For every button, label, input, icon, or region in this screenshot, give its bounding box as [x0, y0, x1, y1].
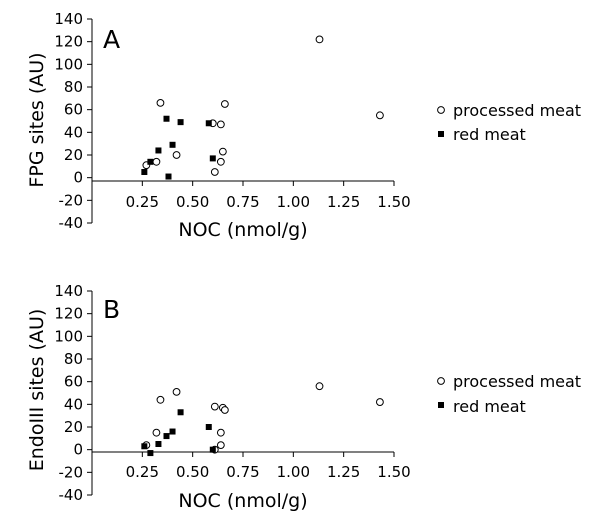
legend: processed meat red meat [438, 372, 581, 416]
x-tick-label: 1.25 [327, 193, 360, 211]
data-point-processed-meat [316, 383, 323, 390]
x-tick-label: 0.75 [226, 463, 259, 481]
y-tick-label: 60 [64, 373, 83, 391]
data-point-red-meat [206, 424, 212, 430]
x-tick-label: 1.50 [377, 463, 410, 481]
x-tick-label: 1.00 [277, 193, 310, 211]
y-tick-label: 40 [64, 123, 83, 141]
y-tick-label: 140 [54, 10, 83, 28]
x-tick-label: 0.25 [126, 463, 159, 481]
y-tick-label: 60 [64, 101, 83, 119]
data-point-processed-meat [221, 407, 228, 414]
data-point-processed-meat [217, 158, 224, 165]
legend-marker-red-meat [438, 131, 444, 137]
data-point-processed-meat [153, 158, 160, 165]
panel-label: A [103, 25, 120, 54]
x-tick-label: 0.25 [126, 193, 159, 211]
y-tick-label: 100 [54, 327, 83, 345]
y-tick-label: -40 [59, 486, 84, 504]
data-point-red-meat [141, 443, 147, 449]
data-point-red-meat [155, 441, 161, 447]
data-point-processed-meat [219, 148, 226, 155]
x-tick-label: 1.25 [327, 463, 360, 481]
panel-label: B [103, 295, 120, 324]
y-tick-label: -20 [59, 191, 84, 209]
data-point-red-meat [163, 116, 169, 122]
data-point-red-meat [163, 433, 169, 439]
legend-marker-processed-meat [438, 107, 445, 114]
y-tick-label: 20 [64, 418, 83, 436]
data-point-processed-meat [211, 403, 218, 410]
data-point-red-meat [170, 142, 176, 148]
data-point-processed-meat [217, 442, 224, 449]
y-axis-title: FPG sites (AU) [26, 52, 48, 187]
data-point-processed-meat [217, 429, 224, 436]
legend: processed meat red meat [438, 101, 581, 144]
data-point-processed-meat [377, 399, 384, 406]
data-point-processed-meat [173, 152, 180, 159]
legend-marker-red-meat [438, 402, 444, 408]
data-point-processed-meat [153, 429, 160, 436]
x-tick-label: 0.75 [226, 193, 259, 211]
x-axis-title: NOC (nmol/g) [178, 219, 307, 241]
y-tick-label: 40 [64, 395, 83, 413]
legend-label-red-meat: red meat [453, 397, 526, 416]
data-point-red-meat [178, 409, 184, 415]
y-tick-label: 80 [64, 350, 83, 368]
data-point-processed-meat [217, 121, 224, 128]
y-tick-label: -40 [59, 214, 84, 232]
y-axis-title: EndoIII sites (AU) [26, 309, 48, 472]
y-tick-label: 0 [73, 169, 83, 187]
data-point-red-meat [147, 450, 153, 456]
x-tick-label: 1.00 [277, 463, 310, 481]
legend-label-red-meat: red meat [453, 125, 526, 144]
data-point-red-meat [141, 169, 147, 175]
x-tick-label: 0.50 [176, 193, 209, 211]
data-point-red-meat [170, 429, 176, 435]
y-tick-label: 0 [73, 441, 83, 459]
y-tick-label: 100 [54, 55, 83, 73]
data-point-processed-meat [211, 169, 218, 176]
panel-b: B EndoIII sites (AU) NOC (nmol/g) 140 120… [26, 282, 581, 512]
data-point-red-meat [178, 119, 184, 125]
panel-a: A FPG sites (AU) NOC (nmol/g) 140 120 100 8… [26, 10, 581, 241]
x-tick-label: 1.50 [377, 193, 410, 211]
x-tick-label: 0.50 [176, 463, 209, 481]
y-tick-label: -20 [59, 463, 84, 481]
data-point-processed-meat [316, 36, 323, 43]
x-axis-title: NOC (nmol/g) [178, 490, 307, 512]
y-tick-label: 140 [54, 282, 83, 300]
data-point-red-meat [147, 159, 153, 165]
y-tick-label: 120 [54, 33, 83, 51]
data-point-processed-meat [221, 101, 228, 108]
legend-label-processed-meat: processed meat [453, 101, 581, 120]
legend-marker-processed-meat [438, 378, 445, 385]
data-point-processed-meat [173, 388, 180, 395]
data-point-red-meat [210, 155, 216, 161]
y-tick-label: 120 [54, 305, 83, 323]
data-point-red-meat [166, 174, 172, 180]
data-point-red-meat [206, 120, 212, 126]
data-point-processed-meat [157, 99, 164, 106]
data-point-red-meat [210, 447, 216, 453]
legend-label-processed-meat: processed meat [453, 372, 581, 391]
y-tick-label: 20 [64, 146, 83, 164]
data-point-processed-meat [157, 396, 164, 403]
data-point-red-meat [155, 147, 161, 153]
y-tick-label: 80 [64, 78, 83, 96]
data-point-processed-meat [377, 112, 384, 119]
